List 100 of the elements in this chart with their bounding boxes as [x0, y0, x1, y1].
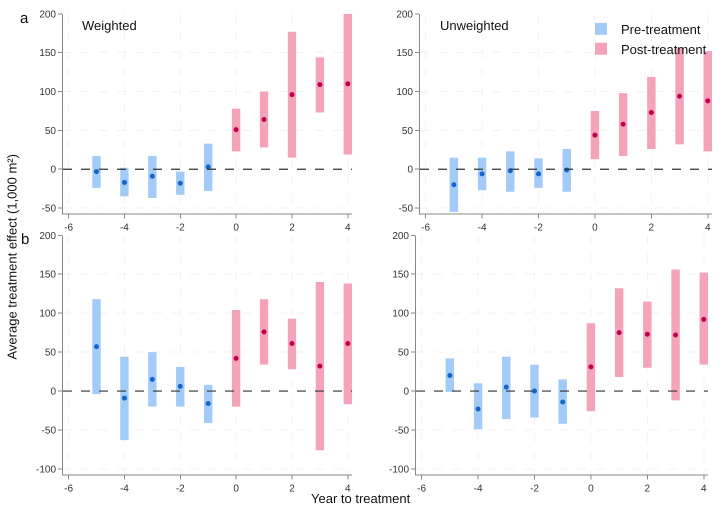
bar [316, 282, 324, 450]
y-tick-label: -100 [36, 464, 56, 476]
point [705, 98, 710, 104]
bar [474, 383, 482, 430]
y-tick-label: 50 [398, 348, 410, 359]
bar [562, 149, 571, 192]
point [94, 344, 100, 350]
y-tick-label: 200 [39, 230, 56, 242]
y-tick-label: 0 [407, 164, 414, 176]
text: a [20, 10, 29, 27]
y-tick-label: 200 [396, 9, 414, 20]
point [289, 341, 294, 346]
point [451, 182, 456, 188]
bar [590, 110, 600, 160]
point [234, 127, 239, 132]
point [616, 330, 622, 336]
bar [446, 358, 454, 392]
point [206, 401, 211, 406]
x-tick-label: 0 [233, 222, 240, 234]
chart-title: Weighted [82, 18, 137, 33]
y-tick-label: 150 [392, 270, 410, 281]
y-tick-label: 50 [402, 126, 414, 137]
bar [288, 32, 296, 158]
y-axis-title: Average treatment effect (1,000 m²) [4, 154, 20, 360]
y-tick-label: -50 [394, 426, 410, 437]
point [122, 396, 127, 401]
bar [700, 272, 708, 365]
bar [647, 76, 656, 150]
point [592, 132, 598, 138]
x-tick-label: -6 [421, 222, 431, 234]
x-tick-label: 2 [289, 483, 296, 494]
bar [344, 14, 352, 154]
point [289, 92, 294, 98]
y-tick-label: 100 [396, 87, 414, 98]
bar [260, 299, 268, 365]
y-tick-label: -50 [398, 204, 414, 215]
point [94, 169, 100, 174]
x-tick-label: -4 [478, 222, 487, 234]
bar [92, 156, 101, 188]
legend-label: Post-treatment [621, 42, 707, 57]
point [504, 384, 509, 390]
x-tick-label: 2 [648, 222, 655, 234]
point [673, 332, 678, 338]
y-tick-label: 50 [44, 126, 56, 137]
bar [148, 156, 157, 198]
x-tick-label: -6 [64, 222, 74, 234]
point [620, 122, 626, 127]
x-tick-label: -2 [530, 483, 540, 494]
x-tick-label: 0 [592, 222, 598, 234]
x-tick-label: 4 [700, 483, 707, 494]
y-tick-label: 100 [39, 87, 56, 98]
bar [92, 299, 101, 394]
bar [176, 366, 184, 407]
x-tick-label: -2 [534, 222, 544, 234]
y-tick-label: 150 [396, 48, 414, 60]
bar [558, 379, 567, 424]
y-tick-label: 50 [44, 348, 56, 359]
y-tick-label: 200 [392, 230, 410, 242]
y-tick-label: 0 [50, 164, 56, 176]
point [701, 316, 706, 322]
x-tick-label: 4 [704, 222, 711, 234]
bar [232, 108, 240, 152]
x-tick-label: 2 [289, 222, 296, 234]
point [536, 171, 541, 176]
point [262, 117, 267, 122]
bar [478, 158, 486, 190]
y-tick-label: 100 [392, 308, 410, 320]
chart-title: Unweighted [440, 18, 509, 33]
bar [530, 364, 539, 418]
x-tick-label: 4 [345, 222, 352, 234]
point [317, 364, 322, 369]
y-tick-label: -50 [42, 426, 56, 437]
point [178, 384, 183, 389]
x-tick-label: -6 [64, 483, 74, 494]
y-tick-label: 150 [39, 270, 56, 281]
point [345, 81, 350, 86]
x-tick-label: 0 [233, 483, 240, 494]
point [648, 110, 654, 116]
x-tick-label: -2 [176, 483, 186, 494]
bar [344, 284, 352, 404]
bar [204, 384, 212, 423]
point [588, 364, 594, 370]
x-tick-label: -4 [120, 483, 130, 494]
x-tick-label: 0 [588, 483, 594, 494]
y-tick-label: 0 [50, 386, 56, 398]
legend-label: Pre-treatment [621, 22, 701, 37]
y-tick-label: -50 [42, 204, 56, 215]
x-tick-label: -4 [474, 483, 483, 494]
bar [316, 57, 324, 113]
bar [618, 93, 628, 156]
y-tick-label: 200 [39, 9, 56, 20]
bar [232, 310, 240, 407]
bar [643, 301, 652, 368]
y-tick-label: -100 [388, 464, 410, 476]
y-tick-label: 150 [39, 48, 56, 60]
bar [586, 323, 596, 412]
bar [288, 318, 296, 370]
point [150, 376, 155, 382]
x-tick-label: -2 [176, 222, 186, 234]
point [560, 399, 566, 404]
